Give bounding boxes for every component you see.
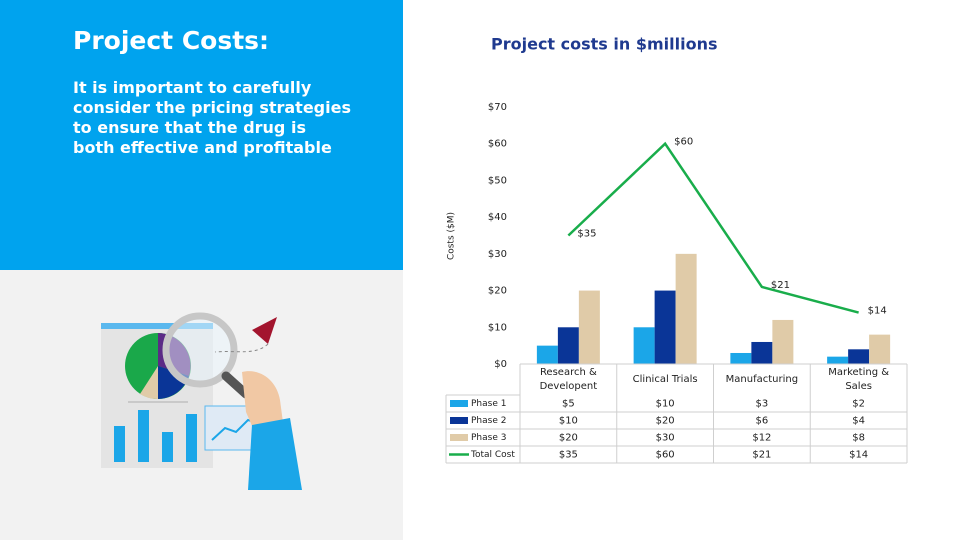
- magnifier: [162, 312, 238, 388]
- document-header: [101, 323, 213, 329]
- legend-label: Total Cost: [470, 450, 515, 460]
- y-tick-label: $50: [488, 175, 507, 186]
- illustration: [101, 312, 302, 490]
- body-line: to ensure that the drug is: [73, 118, 306, 137]
- table-cell: $60: [656, 450, 675, 461]
- pie-slice: [140, 366, 158, 400]
- bar-icon: [186, 414, 197, 462]
- table-cell: $35: [559, 450, 578, 461]
- table-cell: $2: [852, 399, 865, 410]
- bar-icon: [162, 432, 173, 462]
- bar: [751, 341, 773, 364]
- body-line: It is important to carefully: [73, 78, 312, 97]
- plane-trail: [214, 343, 269, 353]
- bar: [578, 290, 600, 364]
- table-cell: $20: [656, 416, 675, 427]
- data-label: $60: [674, 137, 693, 148]
- data-label: $14: [868, 306, 887, 317]
- bar: [557, 327, 579, 364]
- table-cell: $3: [756, 399, 769, 410]
- table-cell: $12: [752, 433, 771, 444]
- y-tick-label: $20: [488, 286, 507, 297]
- legend-swatch: [450, 400, 468, 407]
- bar: [772, 319, 794, 364]
- data-label: $35: [577, 229, 596, 240]
- legend-label: Phase 1: [471, 399, 506, 409]
- table-cell: $21: [752, 450, 771, 461]
- slide-body: It is important to carefully consider the…: [73, 78, 351, 158]
- bar-icon: [138, 410, 149, 462]
- bar: [848, 349, 870, 364]
- magnifier-handle: [221, 371, 251, 399]
- bar-icon: [114, 426, 125, 462]
- bar: [654, 290, 676, 364]
- x-tick-label: Marketing & Sales: [828, 366, 890, 392]
- header-panel: [0, 0, 403, 270]
- chart-title: Project costs in $millions: [491, 35, 717, 54]
- table-cell: $4: [852, 416, 865, 427]
- bar: [633, 327, 655, 364]
- table-cell: $14: [849, 450, 868, 461]
- body-line: consider the pricing strategies: [73, 98, 351, 117]
- x-tick-label: Clinical Trials: [632, 373, 698, 385]
- bar: [827, 356, 849, 364]
- y-tick-label: $60: [488, 139, 507, 150]
- table-cell: $20: [559, 433, 578, 444]
- table-cell: $10: [656, 399, 675, 410]
- bar: [730, 352, 752, 364]
- body-line: both effective and profitable: [73, 138, 332, 157]
- y-tick-label: $40: [488, 212, 507, 223]
- y-tick-label: $30: [488, 249, 507, 260]
- table-cell: $8: [852, 433, 865, 444]
- legend-label: Phase 2: [471, 416, 506, 426]
- table-cell: $6: [756, 416, 769, 427]
- bar: [869, 334, 891, 364]
- y-tick-label: $0: [494, 359, 507, 370]
- table-cell: $5: [562, 399, 575, 410]
- legend-swatch: [450, 434, 468, 441]
- sleeve: [248, 418, 302, 490]
- data-label: $21: [771, 280, 790, 291]
- y-tick-label: $10: [488, 322, 507, 333]
- bar: [675, 253, 697, 364]
- line: [567, 141, 859, 314]
- slide-title: Project Costs:: [73, 26, 270, 55]
- x-tick-label: Research & Developent: [539, 366, 598, 392]
- legend-label: Phase 3: [471, 433, 506, 443]
- y-tick-label: $70: [488, 102, 507, 113]
- table-cell: $10: [559, 416, 578, 427]
- y-axis-label: Costs ($M): [447, 212, 457, 260]
- bar: [536, 345, 558, 364]
- legend-swatch: [450, 417, 468, 424]
- paper-plane: [252, 317, 277, 344]
- x-tick-label: Manufacturing: [725, 373, 799, 385]
- table-cell: $30: [656, 433, 675, 444]
